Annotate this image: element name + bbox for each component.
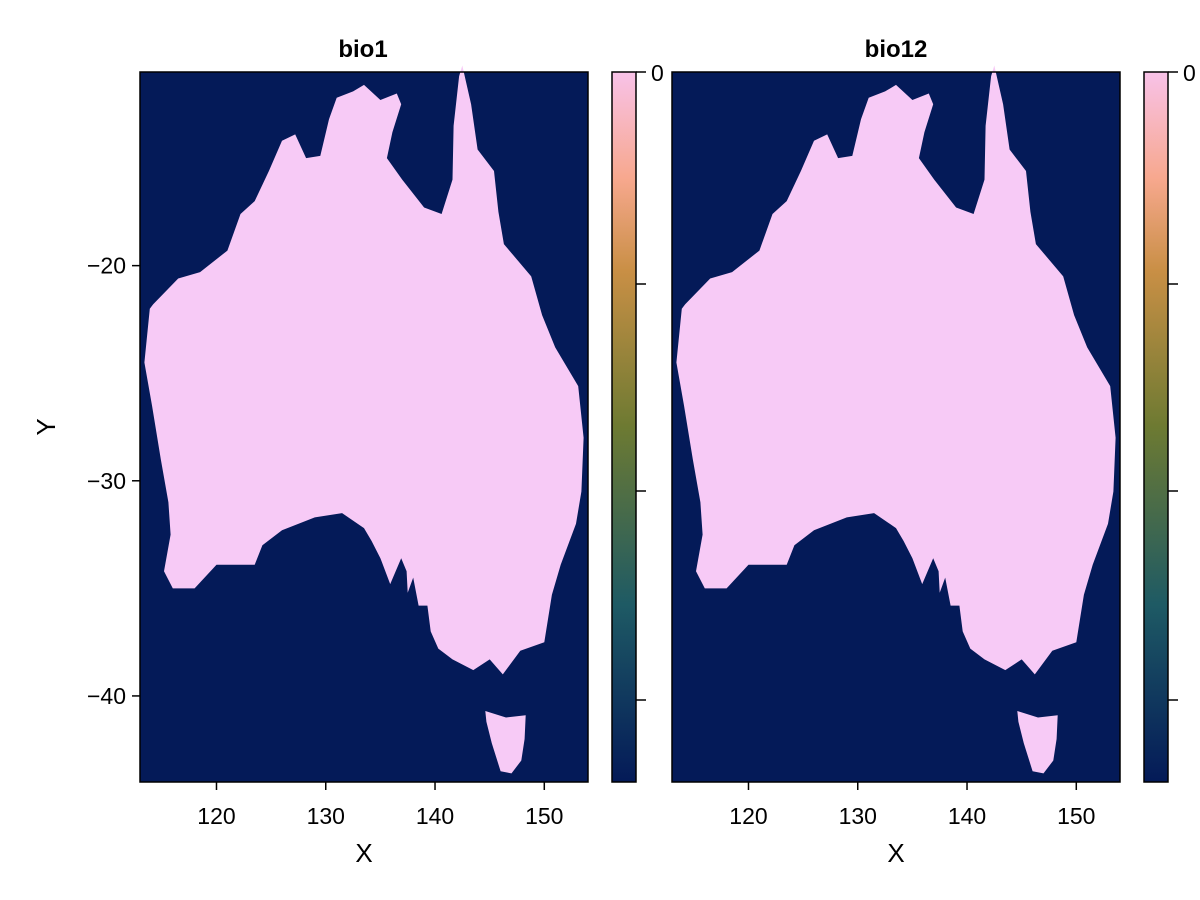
colorbar-tick-label: 0 [1183,60,1196,86]
x-tick-label: 140 [416,803,454,829]
x-axis-ticks: 120 130 140 150 [729,782,1095,829]
mainland-land-mass [676,65,1116,675]
chart-title: bio12 [865,36,928,63]
mainland-land-mass [144,65,584,675]
x-axis-label: X [355,838,372,868]
heatmap-panel-bio1: bio1 120 130 140 150 −20 −30 −40 X Y 0 [31,36,664,868]
x-tick-label: 150 [1057,803,1095,829]
x-tick-label: 140 [948,803,986,829]
colorbar [611,71,637,783]
colorbar [1143,71,1169,783]
y-axis-ticks: −20 −30 −40 [87,253,140,709]
x-tick-label: 130 [839,803,877,829]
heatmap-panel-bio12: bio12 120 130 140 150 X 0 [671,36,1196,868]
x-tick-label: 120 [729,803,767,829]
plot-frame [671,71,1121,783]
y-tick-label: −30 [87,468,126,494]
colorbar-tick-label: 0 [651,60,664,86]
x-tick-label: 150 [525,803,563,829]
tasmania-land-mass [485,711,526,774]
x-tick-label: 120 [197,803,235,829]
y-axis-label: Y [31,418,61,435]
x-axis-ticks: 120 130 140 150 [197,782,563,829]
x-tick-label: 130 [307,803,345,829]
chart-title: bio1 [338,36,387,63]
x-axis-label: X [887,838,904,868]
plot-frame [139,71,589,783]
tasmania-land-mass [1017,711,1058,774]
y-tick-label: −40 [87,683,126,709]
y-tick-label: −20 [87,253,126,279]
